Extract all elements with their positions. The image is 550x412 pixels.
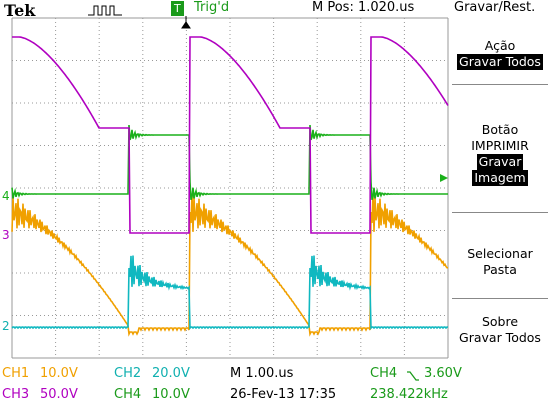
menu-separator	[452, 212, 548, 213]
channel-marker: 4	[2, 189, 10, 203]
waveform	[11, 255, 448, 330]
ch4-scale: 10.0V	[152, 387, 190, 402]
date-time: 26-Fev-13 17:35	[230, 387, 337, 402]
menu-separator	[452, 298, 548, 299]
menu-title: Gravar/Rest.	[454, 0, 536, 15]
trigger-status: Trig'd	[194, 0, 230, 15]
trigger-position-marker	[181, 16, 191, 29]
ch1-scale: 10.0V	[40, 366, 78, 381]
waveform	[11, 124, 448, 201]
ch4-name: CH4	[114, 387, 142, 402]
ch1-name: CH1	[2, 366, 30, 381]
menu-button[interactable]: Sobre Gravar Todos	[450, 314, 550, 346]
trigger-channel: CH4	[370, 366, 398, 381]
menu-label: Ação	[484, 38, 516, 53]
m-pos: M Pos: 1.020.us	[312, 0, 415, 15]
ch3-name: CH3	[2, 387, 30, 402]
menu-label: IMPRIMIR	[471, 138, 529, 153]
waveform	[11, 194, 449, 337]
trigger-level: 3.60V	[424, 366, 462, 381]
menu-button[interactable]: Ação Gravar Todos	[450, 38, 550, 70]
menu-separator	[452, 84, 548, 85]
ch3-scale: 50.0V	[40, 387, 78, 402]
ch2-name: CH2	[114, 366, 142, 381]
trigger-state: T	[171, 1, 184, 16]
menu-label: Pasta	[483, 262, 517, 277]
acquire-icon	[88, 5, 122, 16]
menu-label: Botão	[481, 122, 519, 137]
menu-value: Gravar	[476, 154, 524, 170]
channel-marker: 2	[2, 319, 10, 333]
trigger-slope-icon	[407, 371, 419, 381]
waveform	[12, 36, 449, 234]
channel-marker: 3	[2, 228, 10, 242]
menu-button[interactable]: Selecionar Pasta	[450, 246, 550, 278]
menu-button[interactable]: Botão IMPRIMIR Gravar Imagem	[450, 122, 550, 186]
menu-value: Gravar Todos	[457, 54, 543, 70]
menu-value: Imagem	[472, 170, 528, 186]
menu-label: Selecionar	[467, 246, 533, 261]
menu-label: Gravar Todos	[459, 330, 541, 345]
brand: Tek	[4, 1, 36, 20]
frequency: 238.422kHz	[370, 387, 448, 402]
timebase: M 1.00.us	[230, 366, 294, 381]
ch2-scale: 20.0V	[152, 366, 190, 381]
menu-label: Sobre	[481, 314, 519, 329]
